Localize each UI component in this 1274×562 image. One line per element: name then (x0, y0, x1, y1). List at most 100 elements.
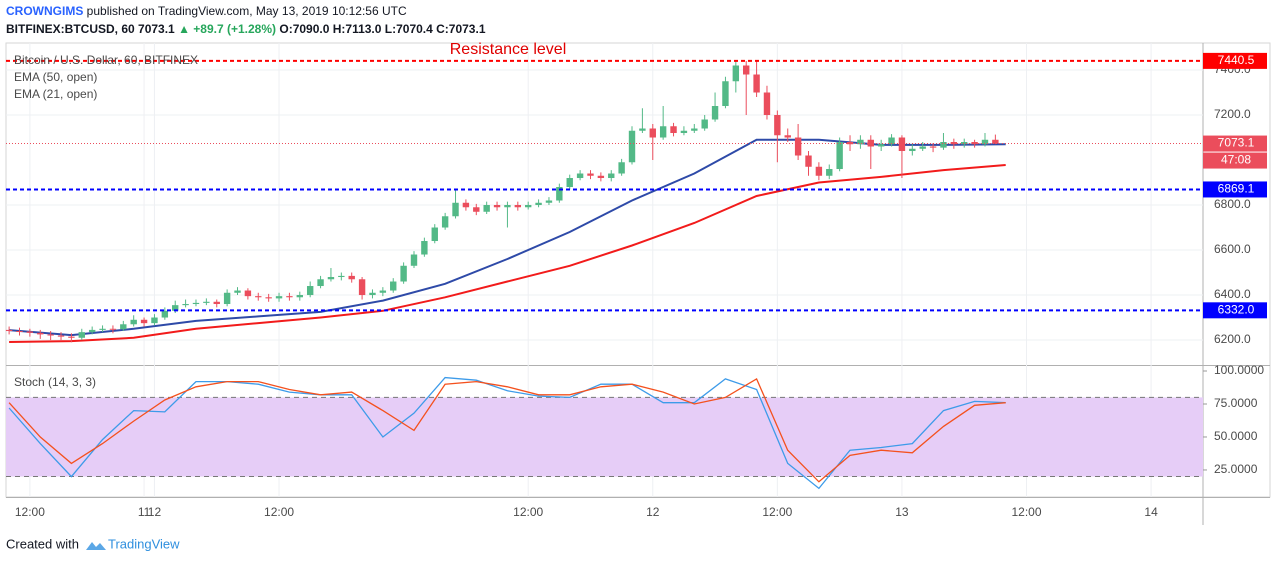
level-label: 6869.1 (1218, 182, 1255, 196)
candle-body (390, 281, 397, 291)
candle-body (815, 166, 823, 176)
candle-body (99, 328, 106, 330)
candle-body (701, 119, 708, 129)
y-tick-label: 7200.0 (1214, 107, 1251, 121)
candle-body (639, 128, 646, 131)
candle-body (691, 128, 698, 131)
x-tick-label: 11 (138, 505, 151, 519)
candle-body (566, 178, 573, 188)
symbol-line: BITFINEX:BTCUSD, 60 7073.1 ▲ +89.7 (+1.2… (6, 22, 486, 36)
x-tick-label: 13 (895, 505, 909, 519)
x-tick-label: 12 (646, 505, 660, 519)
candle-body (628, 130, 636, 163)
author[interactable]: CROWNGIMS (6, 4, 83, 18)
y-tick-label: 50.0000 (1214, 429, 1258, 443)
candle-body (421, 241, 428, 255)
candle-body (670, 126, 677, 134)
candle-body (68, 336, 75, 338)
countdown: 47:08 (1221, 153, 1251, 167)
y-tick-label: 75.0000 (1214, 396, 1258, 410)
level-tag (1203, 302, 1267, 319)
x-tick-label: 12 (148, 505, 162, 519)
candle-body (722, 81, 729, 107)
candle-body (348, 275, 355, 280)
candle-body (981, 139, 989, 145)
level-tag (1203, 135, 1267, 152)
candle-body (649, 128, 656, 138)
pane-title: Stoch (14, 3, 3) (14, 375, 96, 389)
candle-body (524, 205, 532, 208)
candle-body (223, 292, 231, 305)
candle-body (234, 290, 241, 293)
candle-body (846, 142, 854, 145)
candle-body (130, 319, 137, 325)
x-tick-label: 12:00 (15, 505, 45, 519)
ohlc: O:7090.0 H:7113.0 L:7070.4 C:7073.1 (279, 22, 485, 36)
candle-body (182, 304, 189, 306)
candle-body (711, 106, 719, 120)
candle-body (587, 173, 594, 176)
candle-body (400, 265, 407, 282)
candle-body (857, 139, 864, 145)
candle-body (493, 205, 501, 208)
candle-body (306, 286, 314, 296)
candle-body (151, 317, 158, 324)
logo (86, 542, 106, 550)
countdown-tag (1203, 152, 1267, 169)
band (6, 397, 1203, 477)
candle-body (929, 146, 937, 148)
x-tick-label: 12:00 (264, 505, 294, 519)
candle-body (680, 130, 688, 134)
candle-body (743, 65, 750, 75)
candle-body (535, 202, 542, 206)
last-price: 7073.1 (138, 22, 175, 36)
candle-body (327, 277, 335, 280)
candle-body (47, 334, 54, 336)
y-tick-label: 6400.0 (1214, 287, 1251, 301)
candle-body (753, 74, 760, 93)
change: ▲ +89.7 (+1.28%) (178, 22, 276, 36)
candle-body (732, 65, 740, 82)
candle-body (120, 324, 127, 330)
candle-body (961, 142, 968, 145)
level-label: 7440.5 (1218, 53, 1255, 67)
candle-body (659, 126, 667, 138)
candle-body (452, 202, 459, 217)
candle-body (826, 169, 833, 176)
legend-entry: EMA (50, open) (14, 70, 97, 84)
candle-body (483, 205, 490, 212)
candle-body (410, 254, 418, 266)
candle-body (545, 200, 553, 203)
candle-body (473, 207, 480, 212)
candle-body (275, 296, 283, 299)
candle-body (556, 187, 563, 201)
footer-brand[interactable]: TradingView (108, 536, 180, 551)
candle-body (369, 292, 376, 296)
x-tick-label: 14 (1144, 505, 1158, 519)
candle-body (950, 142, 958, 145)
published: published on TradingView.com, May 13, 20… (87, 4, 407, 18)
candle-body (971, 142, 978, 145)
candle-body (784, 135, 791, 138)
legend-entry: EMA (21, open) (14, 87, 97, 101)
candle-body (172, 305, 179, 311)
candle-body (992, 139, 999, 144)
header-line: CROWNGIMS published on TradingView.com, … (6, 4, 407, 18)
candle-body (37, 332, 44, 335)
ema-line (9, 164, 1006, 343)
y-tick-label: 6600.0 (1214, 242, 1251, 256)
candle-body (836, 142, 843, 170)
labels: 12:00 12 12:00 11 12:00 12 12:00 13 12:00 14 6200.… (15, 52, 1267, 519)
candle-body (608, 173, 615, 179)
candle-body (431, 227, 438, 242)
candle-body (317, 279, 324, 287)
candle-body (379, 290, 387, 293)
candle-body (109, 328, 117, 330)
candle-body (940, 142, 947, 148)
level-label: 6332.0 (1218, 302, 1255, 316)
candle-body (16, 331, 23, 333)
candle-body (358, 279, 366, 296)
stoch-line (8, 376, 1006, 490)
